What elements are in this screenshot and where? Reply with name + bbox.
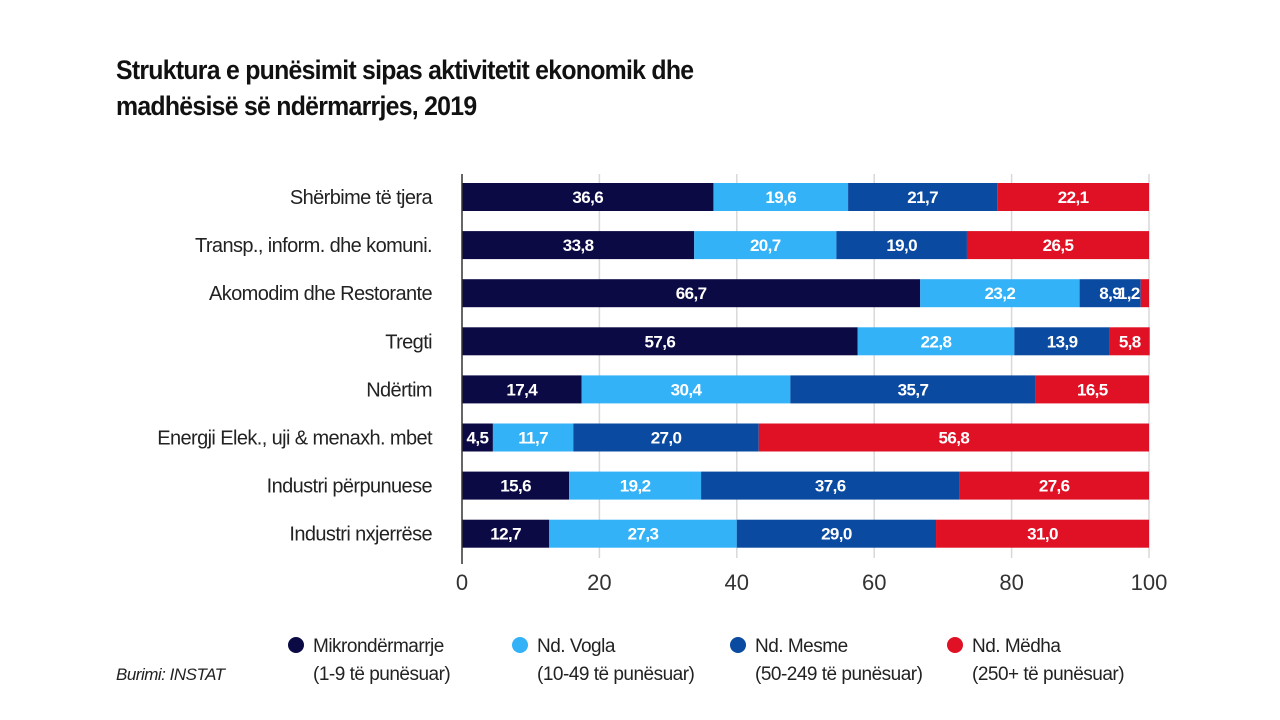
data-label: 19,6	[765, 188, 796, 207]
data-label: 22,8	[921, 332, 952, 351]
bar-segment	[848, 183, 998, 211]
data-label: 23,2	[985, 284, 1016, 303]
data-label: 8,9	[1099, 284, 1121, 303]
bar-segment	[462, 327, 858, 356]
bar-segment	[997, 183, 1149, 211]
title-line-1: Struktura e punësimit sipas aktivitetit …	[116, 55, 694, 85]
bar-segment	[790, 375, 1036, 404]
category-label: Tregti	[385, 331, 432, 353]
bar-segment	[1109, 327, 1150, 356]
data-label: 27,0	[651, 429, 682, 448]
bar-segment	[462, 231, 695, 260]
bar-segment	[492, 423, 574, 452]
x-tick-label: 80	[999, 570, 1023, 595]
data-label: 5,8	[1119, 332, 1141, 351]
data-label: 57,6	[645, 332, 676, 351]
legend-sublabel: (250+ të punësuar)	[972, 664, 1124, 685]
bar-segment	[920, 279, 1080, 308]
data-label: 33,8	[563, 236, 594, 255]
x-tick-label: 60	[862, 570, 886, 595]
bar-segment	[836, 231, 967, 260]
title-line-2: madhësisë së ndërmarrjes, 2019	[116, 91, 477, 121]
data-label: 27,6	[1039, 477, 1070, 496]
bar-segment	[462, 375, 582, 404]
data-label: 26,5	[1043, 236, 1074, 255]
legend-label: Nd. Mesme	[755, 636, 848, 657]
data-label: 30,4	[671, 380, 703, 399]
bar-segment	[736, 519, 937, 548]
bar-segment	[936, 519, 1149, 548]
legend-marker	[512, 637, 528, 653]
bar-segment	[573, 423, 759, 452]
bar-segment	[959, 471, 1149, 500]
bar-segment	[701, 471, 960, 500]
data-label: 29,0	[821, 525, 852, 544]
data-label: 22,1	[1058, 188, 1089, 207]
data-label: 19,2	[620, 477, 651, 496]
data-label: 15,6	[500, 477, 531, 496]
data-label: 27,3	[628, 525, 659, 544]
category-label: Shërbime të tjera	[290, 187, 434, 209]
legend-marker	[730, 637, 746, 653]
category-label: Energji Elek., uji & menaxh. mbet	[157, 428, 433, 450]
bar-segment	[857, 327, 1015, 356]
bar-segment	[1140, 279, 1149, 308]
category-label: Industri nxjerrëse	[289, 524, 432, 546]
category-label: Industri përpunuese	[267, 476, 433, 498]
bar-segment	[581, 375, 791, 404]
data-label: 56,8	[939, 429, 970, 448]
data-label: 37,6	[815, 477, 846, 496]
data-label: 19,0	[886, 236, 917, 255]
data-label: 16,5	[1077, 380, 1108, 399]
bar-segment	[1035, 375, 1149, 404]
data-label: 12,7	[490, 525, 521, 544]
legend-marker	[288, 637, 304, 653]
bar-segment	[462, 471, 570, 500]
category-label: Ndërtim	[366, 379, 432, 401]
data-label: 11,7	[518, 429, 548, 448]
bar-segment	[713, 183, 849, 211]
bar-segment	[1079, 279, 1141, 308]
data-label: 13,9	[1047, 332, 1078, 351]
bar-segment	[694, 231, 837, 260]
data-label: 36,6	[572, 188, 603, 207]
source-note: Burimi: INSTAT	[116, 665, 227, 684]
legend-sublabel: (1-9 të punësuar)	[313, 664, 450, 685]
bar-segment	[462, 423, 493, 452]
bar-segment	[758, 423, 1149, 452]
bar-segment	[1014, 327, 1110, 356]
data-label: 20,7	[750, 236, 781, 255]
legend-label: Nd. Vogla	[537, 636, 616, 657]
data-label: 21,7	[907, 188, 938, 207]
bar-segment	[462, 279, 921, 308]
data-label: 35,7	[898, 380, 929, 399]
chart-title: Struktura e punësimit sipas aktivitetit …	[116, 52, 694, 124]
x-tick-label: 40	[725, 570, 749, 595]
x-tick-label: 0	[456, 570, 468, 595]
category-label: Akomodim dhe Restorante	[209, 283, 432, 305]
data-label: 66,7	[676, 284, 707, 303]
data-label: 17,4	[506, 380, 538, 399]
data-label: 31,0	[1027, 525, 1058, 544]
legend-label: Nd. Mëdha	[972, 636, 1061, 657]
legend-marker	[947, 637, 963, 653]
legend-label: Mikrondërmarrje	[313, 636, 444, 657]
bar-segment	[462, 519, 550, 548]
x-tick-label: 100	[1131, 570, 1168, 595]
bar-segment	[549, 519, 737, 548]
bar-segment	[462, 183, 714, 211]
legend-sublabel: (10-49 të punësuar)	[537, 664, 695, 685]
bar-segment	[569, 471, 702, 500]
x-tick-label: 20	[587, 570, 611, 595]
legend-sublabel: (50-249 të punësuar)	[755, 664, 923, 685]
data-label: 4,5	[467, 429, 489, 448]
data-label: 1,2	[1118, 284, 1140, 303]
category-label: Transp., inform. dhe komuni.	[195, 235, 432, 257]
bar-segment	[966, 231, 1149, 260]
